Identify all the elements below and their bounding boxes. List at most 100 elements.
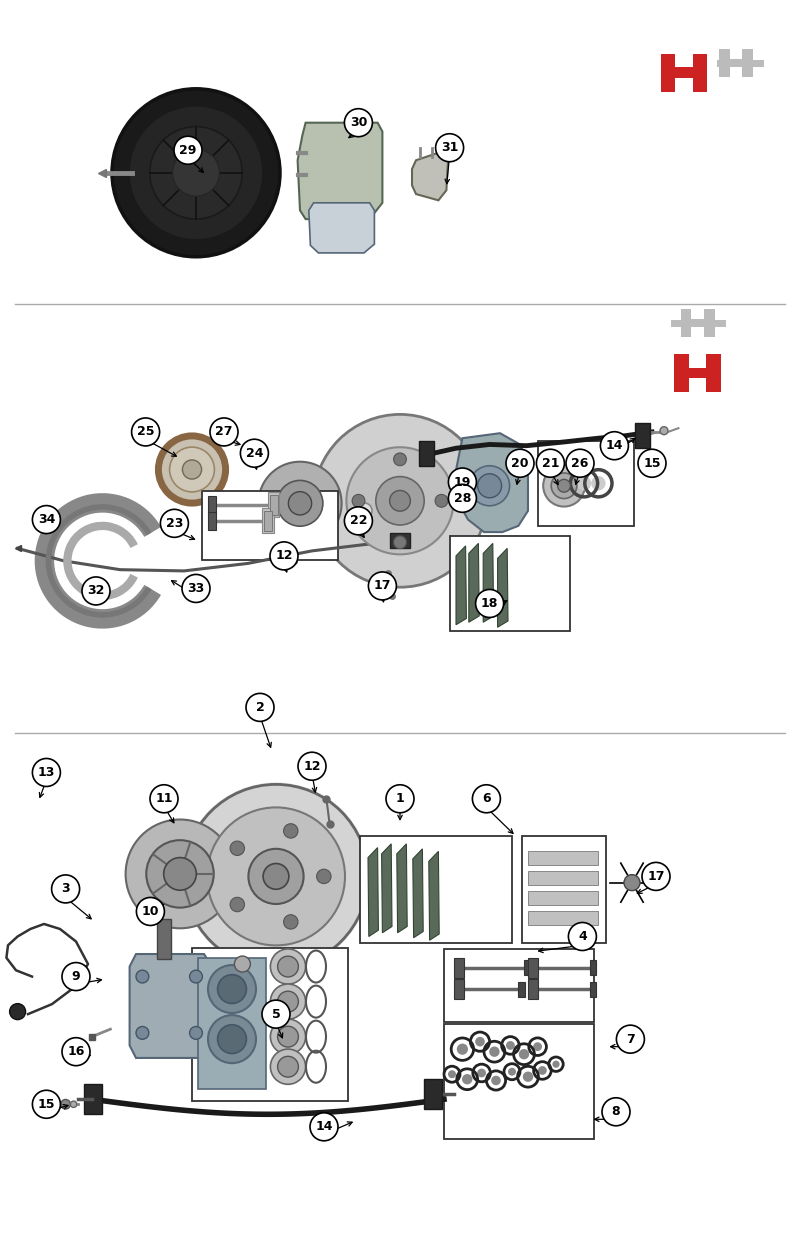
Circle shape bbox=[182, 459, 202, 480]
Circle shape bbox=[136, 898, 165, 925]
Bar bbox=[208, 512, 216, 530]
Text: 17: 17 bbox=[647, 870, 665, 883]
Circle shape bbox=[270, 542, 298, 570]
Circle shape bbox=[638, 449, 666, 477]
Polygon shape bbox=[309, 203, 374, 253]
Circle shape bbox=[462, 1074, 472, 1084]
Text: 30: 30 bbox=[350, 116, 367, 129]
Bar bbox=[681, 309, 691, 337]
Circle shape bbox=[602, 1098, 630, 1126]
Bar bbox=[693, 54, 707, 91]
Bar bbox=[270, 495, 278, 515]
Circle shape bbox=[112, 89, 280, 257]
Circle shape bbox=[230, 841, 245, 855]
Circle shape bbox=[33, 506, 61, 533]
Circle shape bbox=[551, 473, 577, 498]
Bar bbox=[528, 891, 598, 905]
Circle shape bbox=[82, 577, 110, 605]
Circle shape bbox=[577, 476, 591, 491]
Circle shape bbox=[263, 864, 289, 889]
Text: 20: 20 bbox=[511, 457, 529, 470]
Circle shape bbox=[600, 432, 629, 459]
Bar bbox=[424, 1079, 442, 1109]
Bar bbox=[522, 836, 606, 943]
Circle shape bbox=[642, 863, 670, 890]
Circle shape bbox=[218, 974, 246, 1004]
Circle shape bbox=[61, 1099, 70, 1109]
Bar bbox=[454, 979, 464, 999]
Text: 9: 9 bbox=[72, 970, 80, 983]
Text: 21: 21 bbox=[542, 457, 559, 470]
Bar bbox=[742, 49, 753, 76]
Circle shape bbox=[208, 1015, 256, 1063]
Circle shape bbox=[234, 957, 250, 972]
Circle shape bbox=[536, 449, 565, 477]
Circle shape bbox=[240, 439, 268, 467]
Circle shape bbox=[270, 984, 306, 1019]
Circle shape bbox=[624, 875, 640, 890]
Text: 8: 8 bbox=[612, 1106, 620, 1118]
Bar bbox=[528, 958, 538, 978]
Circle shape bbox=[170, 447, 214, 492]
Bar bbox=[706, 354, 721, 392]
Circle shape bbox=[368, 572, 397, 600]
Circle shape bbox=[182, 575, 210, 602]
Circle shape bbox=[136, 1027, 149, 1039]
Circle shape bbox=[490, 1047, 499, 1057]
Circle shape bbox=[298, 752, 326, 780]
Circle shape bbox=[345, 109, 373, 136]
Circle shape bbox=[448, 485, 477, 512]
Text: 32: 32 bbox=[87, 585, 105, 597]
Circle shape bbox=[62, 1038, 90, 1065]
Circle shape bbox=[475, 1037, 485, 1047]
Text: 34: 34 bbox=[38, 513, 55, 526]
Circle shape bbox=[258, 462, 342, 545]
Circle shape bbox=[248, 849, 304, 904]
Bar bbox=[264, 511, 272, 531]
Bar bbox=[538, 441, 634, 526]
Circle shape bbox=[10, 1004, 26, 1019]
Bar bbox=[198, 958, 266, 1089]
Bar bbox=[518, 982, 525, 997]
Circle shape bbox=[523, 1072, 534, 1082]
Bar bbox=[668, 68, 700, 78]
Circle shape bbox=[146, 840, 214, 908]
Circle shape bbox=[277, 481, 323, 526]
Circle shape bbox=[356, 503, 372, 518]
Circle shape bbox=[352, 495, 365, 507]
Polygon shape bbox=[413, 849, 423, 938]
Bar bbox=[719, 49, 730, 76]
Polygon shape bbox=[368, 848, 378, 936]
Polygon shape bbox=[454, 433, 528, 532]
Circle shape bbox=[126, 820, 234, 928]
Circle shape bbox=[283, 915, 298, 929]
Bar bbox=[528, 871, 598, 885]
Bar bbox=[157, 919, 171, 959]
Circle shape bbox=[616, 1025, 645, 1053]
Circle shape bbox=[472, 785, 501, 813]
Text: 3: 3 bbox=[62, 883, 70, 895]
Polygon shape bbox=[456, 546, 466, 625]
Text: 31: 31 bbox=[441, 141, 458, 154]
Bar bbox=[661, 54, 675, 91]
Bar bbox=[686, 319, 710, 327]
Circle shape bbox=[478, 473, 502, 498]
Text: 14: 14 bbox=[606, 439, 623, 452]
Circle shape bbox=[477, 1068, 486, 1078]
Bar bbox=[262, 508, 274, 533]
Polygon shape bbox=[469, 543, 479, 622]
Circle shape bbox=[435, 495, 448, 507]
Circle shape bbox=[518, 1049, 530, 1059]
Text: 25: 25 bbox=[137, 426, 154, 438]
Text: 2: 2 bbox=[256, 701, 264, 714]
Text: 22: 22 bbox=[350, 515, 367, 527]
Circle shape bbox=[62, 963, 90, 990]
Polygon shape bbox=[298, 123, 382, 219]
Circle shape bbox=[491, 1075, 501, 1085]
Bar bbox=[682, 368, 714, 378]
Circle shape bbox=[270, 1049, 306, 1084]
Text: 7: 7 bbox=[626, 1033, 634, 1045]
Circle shape bbox=[534, 1042, 542, 1052]
Circle shape bbox=[470, 466, 510, 506]
Circle shape bbox=[283, 824, 298, 838]
